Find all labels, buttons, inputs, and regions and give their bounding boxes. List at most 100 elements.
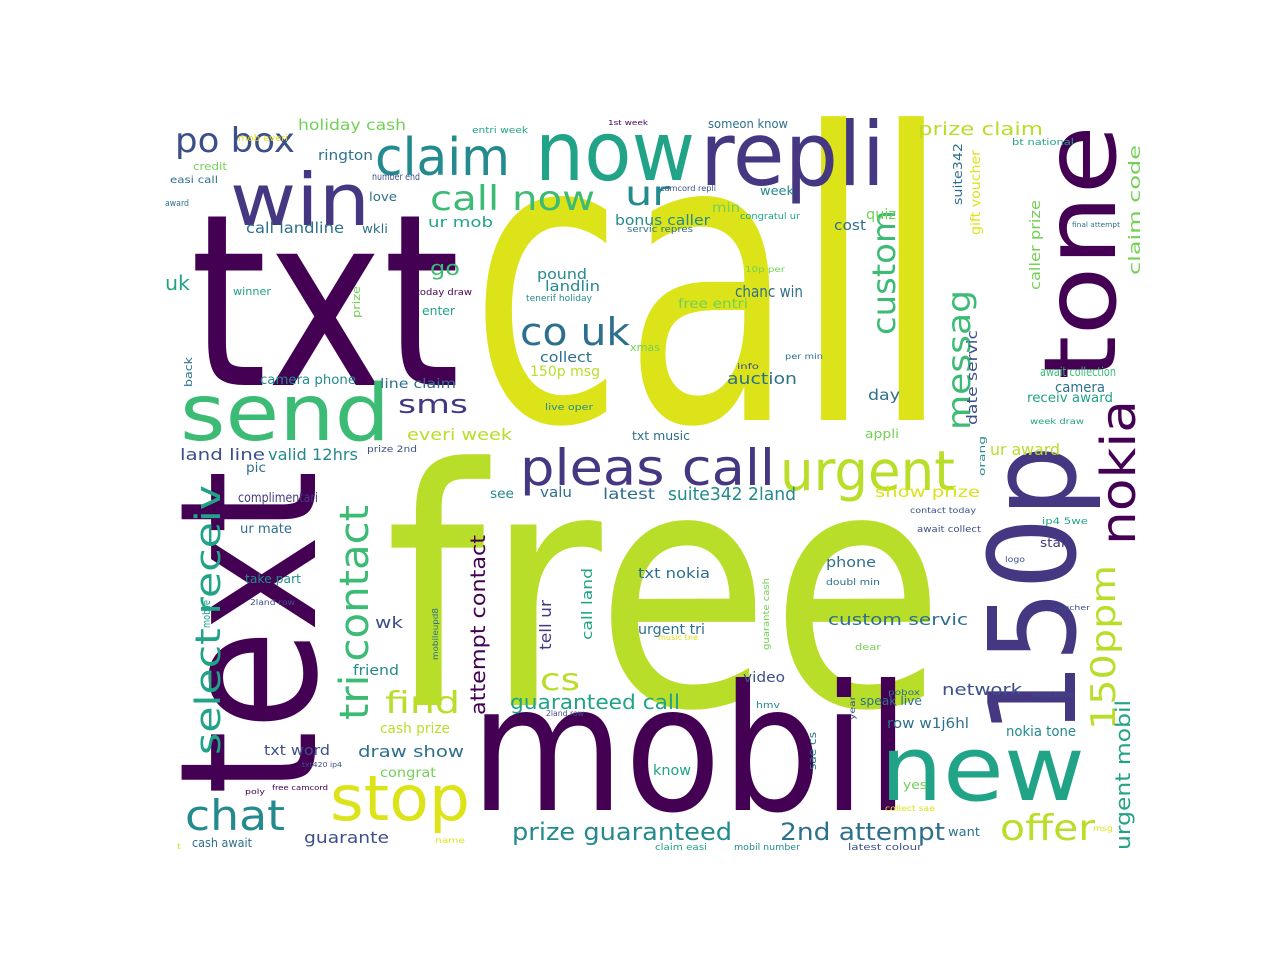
word-back: back [182,356,195,387]
word-sae-cs: sae cs [806,732,819,770]
word-final-attempt: final attempt [1072,221,1120,229]
word-sms: sms [398,390,468,420]
word-mobil-number: mobil number [734,843,800,853]
word-dear: dear [855,643,881,653]
word-stop: stop [330,762,470,835]
word-free-camcord: free camcord [272,784,328,792]
word-wkli: wkli [362,222,388,236]
word-speak-live: speak live [860,694,922,708]
word-cs: cs [540,663,580,698]
word-bonus-caller: bonus caller [615,213,710,229]
word-txt-nokia: txt nokia [638,566,710,582]
word-tell-ur: tell ur [536,600,555,650]
word-cash-await: cash await [192,836,252,850]
word-easi-call: easi call [170,175,218,186]
word-mob-everi: mob everi [238,134,288,144]
word-now: now [535,105,695,200]
word-2land-row: 2land row [546,709,584,718]
word-collect-sae: collect sae [885,804,935,813]
word-claim: claim [375,128,510,188]
word-mobil: mobil [470,649,910,852]
word-everi-week: everi week [407,425,513,444]
word-congrat: congrat [380,766,436,781]
word-appli: appli [865,427,899,441]
word-number-end: number end [372,172,420,183]
word-custom-servic: custom servic [828,610,968,629]
word-ur-mob: ur mob [428,215,493,231]
word-camcord-repli: camcord repli [660,184,716,193]
word-per-min: per min [785,352,823,361]
word-date-servic: date servic [965,330,981,425]
word-free-entri: free entri [678,297,748,312]
word-day: day [868,386,900,404]
word-xmas: xmas [630,341,660,354]
word-doubl-min: doubl min [826,578,880,588]
word-150p: 150p [965,445,1104,735]
word-claim-code: claim code [1125,145,1144,275]
word-hmv: hmv [756,701,781,711]
word-messag: messag [940,290,978,430]
word-ur-mate: ur mate [240,522,292,537]
word-year: year [848,695,857,720]
word-holiday-cash: holiday cash [298,116,406,134]
word-valu: valu [540,485,572,501]
word-week-draw: week draw [1030,417,1085,426]
word-pleas-call: pleas call [520,439,775,497]
word-receiv-award: receiv award [1027,391,1113,406]
word-logo: logo [1005,555,1025,564]
word-1st-week: 1st week [608,119,649,127]
word-take-part: take part [245,572,301,586]
word-congratul-ur: congratul ur [740,212,800,222]
word-mobileupd8: mobileupd8 [431,608,440,660]
word-pic: pic [246,461,266,476]
word-gift-voucher: gift voucher [969,149,984,235]
word-servic-repres: servic repres [627,225,693,235]
word-urgent-mobil: urgent mobil [1111,700,1135,850]
word-know: know [653,763,691,779]
word-urgent: urgent [780,439,955,503]
word-wk: wk [375,613,404,632]
word-today-draw: today draw [416,288,472,298]
word-2nd-attempt: 2nd attempt [780,818,945,846]
word-suite342-2land: suite342 2land [668,484,796,505]
word-custom: custom [865,210,903,335]
word-claim-easi: claim easi [655,843,707,853]
word-prize: prize [350,286,363,318]
word-valid-12hrs: valid 12hrs [268,445,358,464]
word-prize-claim: prize claim [918,119,1043,140]
word-chat: chat [185,791,285,840]
word-music-tne: music tne [658,633,698,642]
word-yes: yes [903,778,927,792]
word-call-land: call land [580,568,596,640]
word-pound: pound [537,267,587,283]
word-cost: cost [834,218,867,234]
word-voucher: voucher [1052,604,1090,612]
word-auction: auction [727,369,797,388]
word-pobox: pobox [888,688,920,697]
word-10p-per: 10p per [745,265,786,274]
word-send: send [180,369,390,459]
word-txt420-ip4: txt420 ip4 [302,761,343,769]
word-cash-prize: cash prize [380,721,450,737]
word-txt-music: txt music [632,429,690,443]
word-ip4-5we: ip4 5we [1042,517,1089,527]
word-150ppm: 150ppm [1084,565,1124,730]
word-min: min [712,201,740,216]
word-txt: txt [190,162,460,442]
word-guarante: guarante [304,828,389,847]
word-msg: msg [1093,824,1113,833]
word-mobile: mobile [200,600,213,628]
word-contact-today: contact today [910,506,976,515]
word-someon-know: someon know [708,117,788,131]
word-award-bonus: award bonus [1032,691,1074,699]
word-phone: phone [826,555,876,571]
word-name: name [435,836,465,845]
word-await-collection: await collection [1040,365,1116,379]
word-row-w1j6hl: row w1j6hl [887,716,969,732]
word-po-box: po box [175,121,295,161]
word-enter: enter [422,304,455,318]
word-prize-guaranteed: prize guaranteed [512,818,732,846]
word-start: start [1040,536,1072,550]
word-network: network [942,680,1023,699]
